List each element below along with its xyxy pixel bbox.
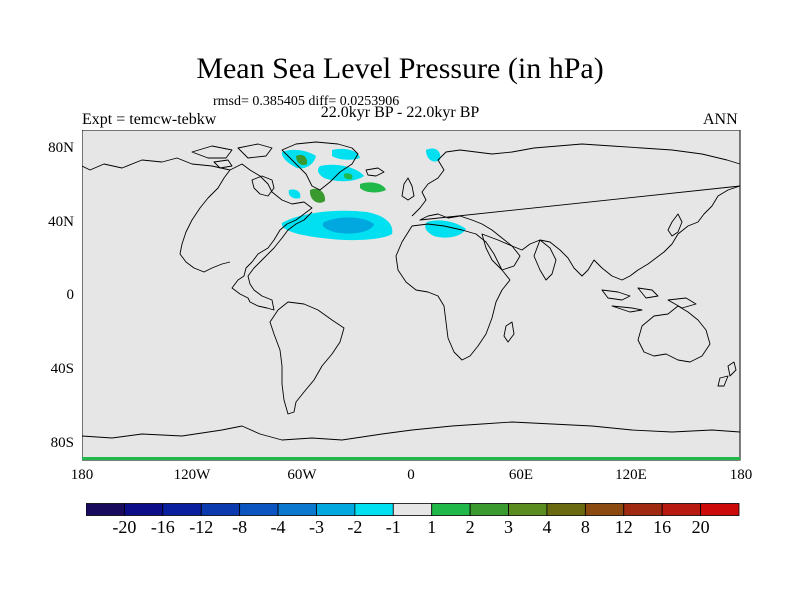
lon-tick-label: 60W [287, 467, 317, 483]
colorbar-label: 2 [465, 517, 475, 537]
coastline-new-zealand [717, 361, 737, 387]
lon-tick-label: 120E [615, 467, 647, 483]
colorbar-label: 12 [614, 517, 633, 537]
negative-anomaly-region [322, 217, 374, 234]
coastline-north-america [179, 169, 231, 273]
coastline-arctic-islands [191, 143, 273, 169]
colorbar-label: -12 [189, 517, 214, 537]
lat-tick-label: 80S [50, 435, 74, 451]
colorbar-swatch [661, 503, 701, 516]
coastline-eurasia [411, 143, 741, 217]
lon-tick-label: 120W [173, 467, 211, 483]
period-label: 22.0kyr BP - 22.0kyr BP [320, 104, 480, 121]
negative-anomaly-region [332, 148, 360, 160]
colorbar-swatch [700, 503, 740, 516]
positive-anomaly-region [82, 457, 740, 460]
colorbar-swatch [316, 503, 356, 516]
colorbar-swatch [508, 503, 548, 516]
experiment-label: Expt = temcw-tebkw [82, 111, 217, 128]
colorbar-label: -8 [232, 517, 248, 537]
map-plot [82, 130, 741, 461]
positive-anomaly-region [296, 154, 308, 166]
lon-tick-label: 0 [407, 467, 415, 483]
colorbar-swatch [431, 503, 471, 516]
colorbar-label: -4 [270, 517, 286, 537]
coastline-greenland [281, 141, 359, 191]
positive-anomaly-region [360, 182, 386, 193]
anomaly-shading [82, 148, 740, 460]
colorbar-swatch [469, 503, 509, 516]
coastline-indonesia [601, 287, 697, 313]
chart-title: Mean Sea Level Pressure (in hPa) [196, 52, 604, 85]
colorbar-label: 1 [427, 517, 437, 537]
coastline-africa [395, 223, 511, 361]
colorbar-swatch [546, 503, 586, 516]
coastline-madagascar [503, 321, 515, 343]
colorbar-label: 16 [653, 517, 672, 537]
colorbar-label: -3 [308, 517, 324, 537]
coastlines [82, 141, 741, 441]
season-label: ANN [703, 111, 738, 128]
colorbar-swatch [86, 503, 125, 516]
coastline-australia [637, 305, 711, 363]
coastline-india [533, 239, 557, 281]
colorbar-label: -1 [385, 517, 401, 537]
lon-tick-label: 60E [508, 467, 534, 483]
lat-tick-label: 40S [50, 361, 74, 377]
coastline-japan [667, 213, 683, 237]
colorbar-swatch [277, 503, 317, 516]
coastline-south-america [269, 301, 345, 415]
colorbar-label: -20 [112, 517, 137, 537]
colorbar-label: 3 [504, 517, 514, 537]
coastline-antarctica [82, 421, 741, 441]
lon-tick-label: 180 [729, 467, 753, 483]
colorbar-label: -16 [150, 517, 175, 537]
colorbar [86, 503, 740, 516]
colorbar-label: -2 [347, 517, 363, 537]
coastline-eurasia [419, 185, 741, 281]
positive-anomaly-region [309, 188, 326, 203]
coastline-arabia [481, 233, 521, 271]
negative-anomaly-region [288, 189, 301, 199]
coastline-iceland [365, 167, 385, 177]
colorbar-swatch [392, 503, 433, 516]
coastline-uk [401, 177, 415, 201]
negative-anomaly-region [426, 148, 441, 162]
colorbar-swatch [162, 503, 202, 516]
lat-tick-label: 40N [48, 214, 74, 230]
colorbar-label: 20 [691, 517, 710, 537]
map-background [82, 130, 741, 461]
colorbar-swatch [200, 503, 241, 516]
colorbar-swatch [239, 503, 279, 516]
colorbar-swatch [623, 503, 663, 516]
lon-tick-label: 180 [70, 467, 94, 483]
colorbar-swatch [584, 503, 625, 516]
colorbar-label: 4 [542, 517, 552, 537]
colorbar-swatch [354, 503, 394, 516]
lat-tick-label: 80N [48, 140, 74, 156]
positive-anomaly-region [343, 173, 353, 180]
colorbar-label: 8 [580, 517, 590, 537]
lat-tick-label: 0 [66, 287, 75, 303]
stats-text: rmsd= 0.385405 diff= 0.0253906 [213, 94, 400, 109]
coastline-hudson-bay [251, 175, 275, 197]
colorbar-swatch [124, 503, 164, 516]
coastline-north-america [82, 157, 313, 311]
